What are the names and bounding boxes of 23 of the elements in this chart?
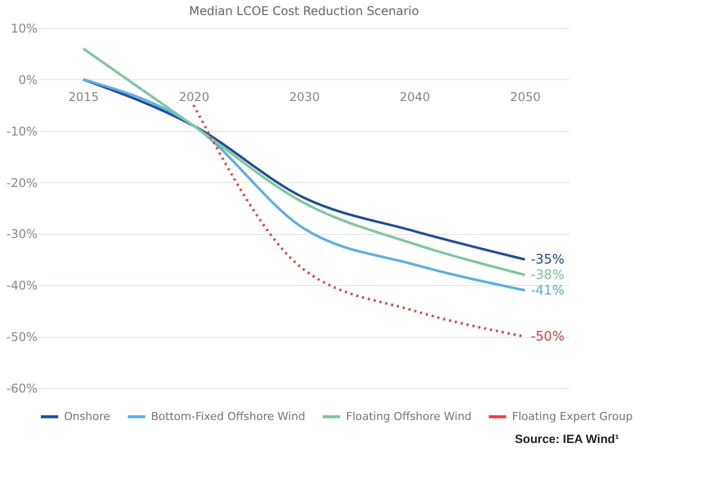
y-tick-label: -50% bbox=[6, 330, 38, 344]
y-tick-label: -10% bbox=[6, 124, 38, 138]
chart-title: Median LCOE Cost Reduction Scenario bbox=[189, 4, 419, 18]
x-tick-label: 2020 bbox=[178, 90, 210, 104]
legend-label: Onshore bbox=[64, 410, 110, 423]
y-tick-label: 10% bbox=[10, 22, 38, 36]
y-tick-label: -40% bbox=[6, 278, 38, 293]
source-note: Source: IEA Wind¹ bbox=[514, 432, 619, 446]
legend-label: Bottom-Fixed Offshore Wind bbox=[151, 410, 306, 423]
data-label: -50% bbox=[530, 330, 564, 345]
legend-label: Floating Offshore Wind bbox=[346, 410, 472, 423]
y-tick-label: -30% bbox=[6, 227, 38, 242]
y-tick-label: -60% bbox=[6, 382, 38, 396]
legend-label: Floating Expert Group bbox=[512, 410, 633, 423]
x-tick-label: 2015 bbox=[68, 90, 99, 104]
y-tick-label: -20% bbox=[6, 176, 38, 190]
x-tick-label: 2040 bbox=[400, 90, 430, 104]
data-label: -35% bbox=[530, 252, 564, 268]
data-label: -41% bbox=[530, 283, 564, 298]
data-label: -38% bbox=[530, 268, 564, 283]
x-tick-label: 2030 bbox=[289, 90, 320, 104]
y-tick-label: 0% bbox=[18, 72, 38, 87]
x-tick-label: 2050 bbox=[510, 90, 541, 104]
